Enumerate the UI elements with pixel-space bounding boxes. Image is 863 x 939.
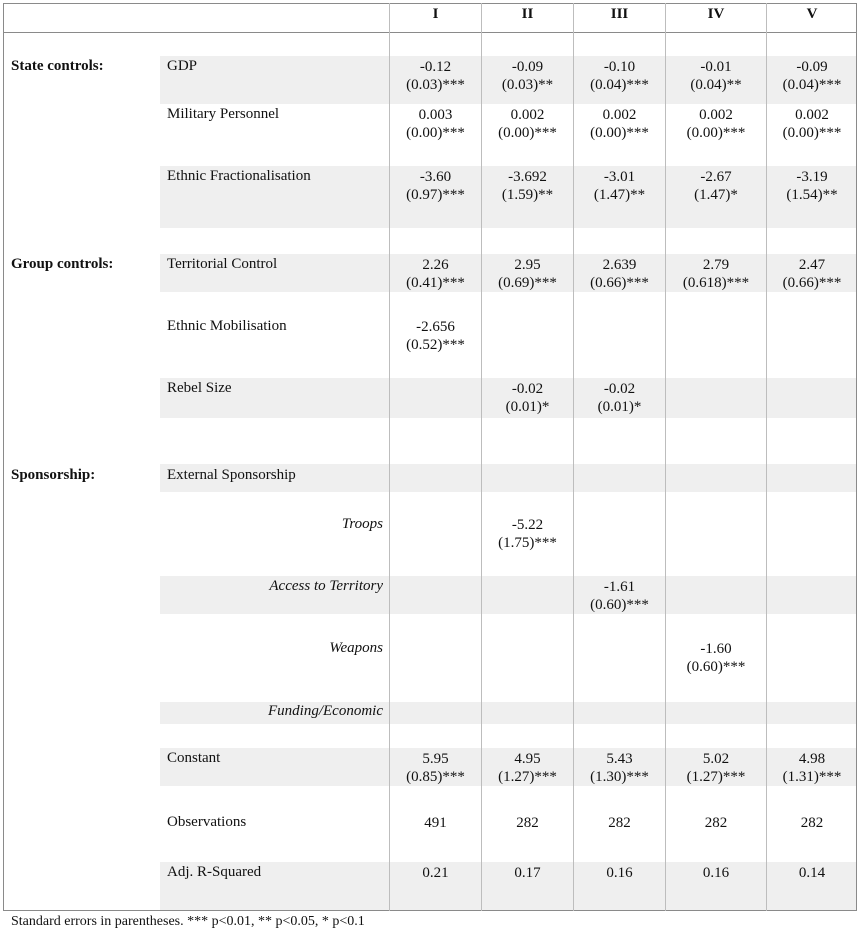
row-label-r2: Adj. R-Squared [167,864,262,880]
row-label-gdp: GDP [167,58,198,74]
band-funding [160,702,857,724]
row-label-troops: Troops [341,516,383,532]
cell-military-5: 0.002 (0.00)*** [782,107,842,141]
row-label-external: External Sponsorship [167,467,296,483]
cell-military-4: 0.002 (0.00)*** [686,107,746,141]
cell-territorial-1: 2.26 (0.41)*** [406,257,465,291]
cell-r2-5: 0.14 [798,865,826,881]
band-rebel-size [160,378,857,418]
cell-r2-3: 0.16 [606,865,633,881]
cell-observations-5: 282 [800,815,824,831]
column-header-5: V [806,6,818,22]
table-footnote: Standard errors in parentheses. *** p<0.… [11,914,365,929]
col-divider-1 [389,3,390,911]
cell-ethnic-frac-3: -3.01 (1.47)** [593,169,646,203]
row-label-constant: Constant [167,750,221,766]
column-header-4: IV [707,6,725,22]
cell-constant-2: 4.95 (1.27)*** [498,751,557,785]
cell-military-3: 0.002 (0.00)*** [590,107,649,141]
cell-gdp-4: -0.01 (0.04)** [690,59,742,93]
band-access [160,576,857,614]
row-label-military: Military Personnel [167,106,280,122]
cell-r2-2: 0.17 [514,865,541,881]
row-label-funding: Funding/Economic [268,703,383,719]
band-r2 [160,862,857,910]
cell-constant-1: 5.95 (0.85)*** [406,751,465,785]
cell-territorial-3: 2.639 (0.66)*** [590,257,649,291]
band-ethnic-frac [160,166,857,228]
cell-gdp-2: -0.09 (0.03)** [501,59,554,93]
header-rule [3,32,857,33]
cell-ethnic-mob-1: -2.656 (0.52)*** [406,319,465,353]
cell-gdp-1: -0.12 (0.03)*** [406,59,465,93]
col-divider-4 [665,3,666,911]
cell-military-2: 0.002 (0.00)*** [498,107,557,141]
column-header-3: III [610,6,629,22]
section-state-controls: State controls: [11,58,104,74]
cell-rebel-size-3: -0.02 (0.01)* [597,381,642,415]
col-divider-3 [573,3,574,911]
cell-gdp-3: -0.10 (0.04)*** [590,59,649,93]
cell-constant-3: 5.43 (1.30)*** [590,751,649,785]
cell-observations-3: 282 [608,815,631,831]
row-label-territorial: Territorial Control [167,256,278,272]
cell-territorial-5: 2.47 (0.66)*** [782,257,842,291]
cell-constant-5: 4.98 (1.31)*** [782,751,842,785]
cell-territorial-2: 2.95 (0.69)*** [498,257,557,291]
cell-constant-4: 5.02 (1.27)*** [686,751,746,785]
cell-rebel-size-2: -0.02 (0.01)* [505,381,550,415]
section-group-controls: Group controls: [11,256,114,272]
column-header-1: I [432,6,439,22]
cell-military-1: 0.003 (0.00)*** [406,107,465,141]
band-constant [160,748,857,786]
cell-ethnic-frac-4: -2.67 (1.47)* [694,169,738,203]
cell-observations-1: 491 [424,815,447,831]
section-sponsorship: Sponsorship: [11,467,96,483]
cell-observations-4: 282 [704,815,728,831]
cell-ethnic-frac-2: -3.692 (1.59)** [501,169,554,203]
cell-observations-2: 282 [516,815,539,831]
row-label-weapons: Weapons [329,640,383,656]
col-divider-5 [766,3,767,911]
footer-rule [3,910,857,911]
row-label-ethnic-mob: Ethnic Mobilisation [167,318,287,334]
cell-r2-1: 0.21 [422,865,449,881]
cell-r2-4: 0.16 [702,865,730,881]
col-divider-2 [481,3,482,911]
cell-ethnic-frac-5: -3.19 (1.54)** [786,169,838,203]
cell-gdp-5: -0.09 (0.04)*** [782,59,842,93]
cell-ethnic-frac-1: -3.60 (0.97)*** [406,169,465,203]
row-label-access: Access to Territory [269,578,383,594]
band-territorial [160,254,857,292]
row-label-observations: Observations [167,814,247,830]
cell-weapons-4: -1.60 (0.60)*** [686,641,746,675]
cell-territorial-4: 2.79 (0.618)*** [682,257,750,291]
row-label-rebel-size: Rebel Size [167,380,232,396]
row-label-ethnic-frac: Ethnic Fractionalisation [167,168,311,184]
cell-troops-2: -5.22 (1.75)*** [498,517,557,551]
cell-access-3: -1.61 (0.60)*** [590,579,649,613]
column-header-2: II [521,6,534,22]
band-gdp [160,56,857,104]
band-external [160,464,857,492]
